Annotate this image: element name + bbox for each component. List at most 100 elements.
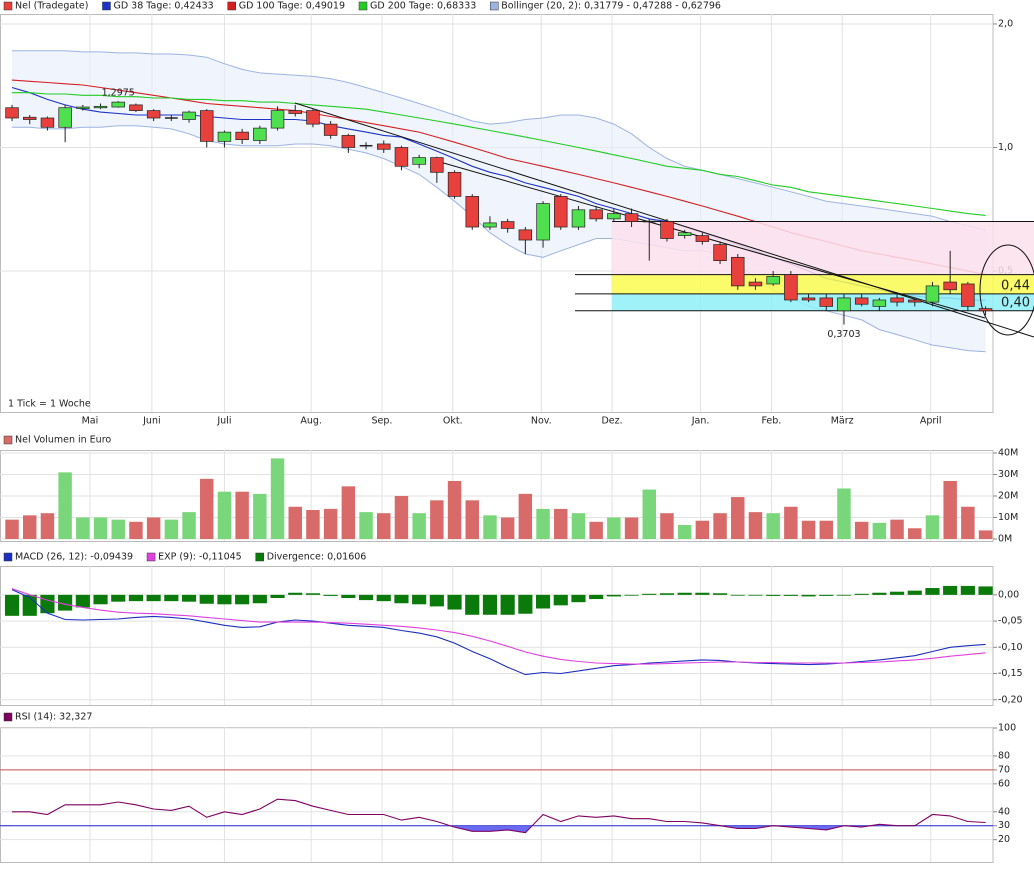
volume-bar xyxy=(40,513,55,539)
volume-bar xyxy=(359,512,373,539)
candle-body xyxy=(748,281,763,287)
y-tick-label: 0M xyxy=(998,534,1012,545)
y-tick-label: 30 xyxy=(998,820,1010,831)
volume-bar xyxy=(766,513,780,539)
volume-bar xyxy=(217,491,232,539)
divergence-bar xyxy=(836,594,852,596)
legend-label: RSI (14): 32,327 xyxy=(15,712,92,723)
y-tick-label: 100 xyxy=(998,723,1016,734)
volume-bar xyxy=(890,519,904,539)
y-tick-label: -0,20 xyxy=(998,694,1023,705)
volume-bar xyxy=(182,512,196,539)
legend-label: EXP (9): -0,11045 xyxy=(158,552,242,563)
volume-bar xyxy=(713,513,727,539)
divergence-bar xyxy=(624,594,639,596)
candle-body xyxy=(784,274,798,301)
volume-bar xyxy=(111,519,125,539)
volume-bar xyxy=(518,493,533,539)
legend-swatch xyxy=(3,712,13,722)
legend-label: Divergence: 0,01606 xyxy=(267,552,367,563)
volume-bar xyxy=(536,508,550,539)
candle-body xyxy=(872,299,887,307)
volume-bar xyxy=(253,493,267,539)
legend-swatch xyxy=(3,552,13,562)
y-tick-label: 1,0 xyxy=(998,142,1013,153)
x-tick-label: Juni xyxy=(142,416,160,427)
divergence-bar xyxy=(75,594,90,608)
candle-body xyxy=(182,111,196,120)
candle-body xyxy=(961,283,975,307)
candle-body xyxy=(677,232,692,236)
divergence-bar xyxy=(978,586,993,595)
volume-bar xyxy=(412,513,426,539)
x-tick-label: Mai xyxy=(82,416,99,427)
candle-body xyxy=(925,285,940,303)
volume-bar xyxy=(23,515,37,539)
divergence-bar xyxy=(553,594,568,606)
divergence-bar xyxy=(589,594,604,600)
divergence-bar xyxy=(429,594,444,607)
x-tick-label: Aug. xyxy=(300,416,322,427)
divergence-bar xyxy=(465,594,480,615)
divergence-bar xyxy=(111,594,126,602)
candle-body xyxy=(500,221,515,229)
volume-bar xyxy=(872,522,887,539)
candle-body xyxy=(394,147,409,167)
volume-bar xyxy=(58,472,72,539)
volume-bar xyxy=(306,509,320,539)
divergence-bar xyxy=(659,593,675,595)
volume-bar xyxy=(837,488,851,539)
legend-label: GD 100 Tage: 0,49019 xyxy=(239,1,345,12)
candle-body xyxy=(58,107,72,128)
volume-bar xyxy=(624,517,639,539)
candle-body xyxy=(483,222,497,228)
y-tick-label: 40M xyxy=(998,448,1018,459)
volume-bar xyxy=(146,517,161,539)
volume-bar xyxy=(270,458,285,539)
candle-body xyxy=(607,213,621,220)
candle-body xyxy=(447,171,462,197)
volume-bar xyxy=(784,506,798,539)
candle-body xyxy=(819,297,833,307)
divergence-bar xyxy=(730,594,745,596)
divergence-bar xyxy=(181,594,197,602)
volume-bar xyxy=(465,500,479,539)
legend-swatch xyxy=(490,1,499,11)
y-tick-label: -0,10 xyxy=(998,642,1023,653)
divergence-bar xyxy=(907,590,922,595)
candle-body xyxy=(323,123,338,136)
candle-body xyxy=(217,131,232,142)
candle-body xyxy=(465,196,479,228)
divergence-bar xyxy=(819,594,834,596)
divergence-bar xyxy=(376,594,391,602)
legend-swatch xyxy=(146,552,156,562)
candle-body xyxy=(129,104,143,111)
volume-bar xyxy=(500,517,515,539)
candle-body xyxy=(200,110,214,142)
volume-bar xyxy=(660,513,674,539)
divergence-bar xyxy=(199,594,214,604)
y-tick-label: 60 xyxy=(998,778,1010,789)
legend-label: MACD (26, 12): -0,09439 xyxy=(15,552,133,563)
legend-swatch xyxy=(3,435,13,445)
volume-bar xyxy=(5,519,19,539)
bollinger-upper xyxy=(12,50,986,231)
bollinger-fill xyxy=(12,50,986,352)
volume-bar xyxy=(677,525,692,539)
price-annotation: 0,3703 xyxy=(827,329,860,340)
x-tick-label: März xyxy=(831,416,854,427)
candle-body xyxy=(412,157,426,165)
x-tick-label: Juli xyxy=(216,416,231,427)
candle-body xyxy=(978,308,993,312)
legend-label: Bollinger (20, 2): 0,31779 - 0,47288 - 0… xyxy=(501,1,721,12)
divergence-bar xyxy=(801,594,816,597)
volume-bar xyxy=(925,515,940,539)
y-tick-label: 70 xyxy=(998,764,1010,775)
legend-label: GD 38 Tage: 0,42433 xyxy=(113,1,213,12)
y-tick-label: 20 xyxy=(998,834,1010,845)
volume-bar xyxy=(483,515,497,539)
legend-label: Nel (Tradegate) xyxy=(15,1,88,12)
volume-bar xyxy=(447,480,462,539)
note: 1 Tick = 1 Woche xyxy=(8,399,91,410)
y-tick-label: 40 xyxy=(998,806,1010,817)
